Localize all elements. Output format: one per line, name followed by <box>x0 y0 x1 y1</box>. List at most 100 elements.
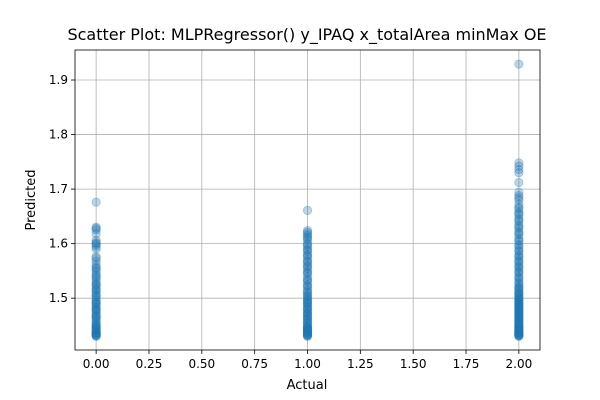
data-points <box>91 59 524 341</box>
scatter-point <box>514 195 524 205</box>
scatter-point <box>91 259 101 269</box>
scatter-point <box>91 253 101 263</box>
scatter-point <box>302 241 313 251</box>
scatter-point <box>302 311 313 321</box>
scatter-point <box>514 210 524 220</box>
scatter-point <box>302 324 313 334</box>
scatter-point <box>514 327 524 338</box>
scatter-point <box>302 292 313 302</box>
scatter-point <box>302 229 313 239</box>
scatter-point <box>514 193 524 203</box>
x-tick-label: 0.25 <box>136 357 163 371</box>
scatter-point <box>302 281 313 291</box>
scatter-point <box>91 288 101 298</box>
scatter-point <box>91 312 101 322</box>
chart-title: Scatter Plot: MLPRegressor() y_IPAQ x_to… <box>67 25 546 45</box>
scatter-point <box>302 260 313 271</box>
scatter-point <box>91 329 101 339</box>
scatter-point <box>302 331 313 341</box>
scatter-point <box>514 233 524 243</box>
scatter-point <box>302 274 313 284</box>
scatter-point <box>514 236 524 247</box>
scatter-point <box>302 304 313 314</box>
scatter-point <box>514 294 524 304</box>
scatter-point <box>302 285 313 295</box>
scatter-point <box>514 320 524 331</box>
scatter-point <box>91 271 101 281</box>
scatter-point <box>514 331 524 341</box>
y-tick-label: 1.9 <box>49 73 68 87</box>
scatter-point <box>302 314 313 324</box>
scatter-point <box>302 269 313 279</box>
scatter-point <box>514 243 524 253</box>
scatter-point <box>91 275 101 285</box>
scatter-point <box>514 266 524 276</box>
scatter-point <box>514 263 524 273</box>
scatter-point <box>514 300 524 310</box>
scatter-point <box>514 249 524 260</box>
scatter-point <box>514 177 524 188</box>
scatter-point <box>91 292 101 302</box>
scatter-point <box>514 213 524 224</box>
scatter-point <box>302 296 313 306</box>
scatter-point <box>514 199 524 209</box>
scatter-point <box>302 257 313 267</box>
scatter-point <box>91 296 101 306</box>
scatter-point <box>91 311 101 321</box>
scatter-point <box>91 321 101 332</box>
scatter-point <box>514 324 524 334</box>
x-axis-ticks: 0.00 0.25 0.50 0.75 1.00 1.25 1.50 1.75 2.00 <box>83 350 532 371</box>
x-axis-label: Actual <box>287 378 328 393</box>
scatter-point <box>514 326 524 337</box>
scatter-point <box>514 282 524 292</box>
scatter-point <box>514 306 524 316</box>
scatter-point <box>514 321 524 332</box>
scatter-point <box>302 323 313 333</box>
scatter-point <box>302 329 313 339</box>
scatter-point <box>514 273 524 283</box>
scatter-point <box>302 303 313 314</box>
scatter-point <box>514 241 524 251</box>
scatter-point <box>514 307 524 317</box>
scatter-point <box>302 320 313 331</box>
scatter-point <box>91 229 101 239</box>
scatter-point <box>91 290 101 300</box>
scatter-point <box>302 232 313 242</box>
scatter-point <box>302 324 313 334</box>
scatter-point <box>302 327 313 337</box>
y-tick-label: 1.7 <box>49 182 68 196</box>
scatter-point <box>302 325 313 335</box>
scatter-point <box>514 235 524 245</box>
scatter-point <box>302 306 313 316</box>
scatter-point <box>91 307 101 317</box>
scatter-point <box>91 283 101 293</box>
scatter-point <box>514 295 524 305</box>
scatter-point <box>514 313 524 323</box>
scatter-point <box>514 209 524 219</box>
scatter-point <box>91 304 101 314</box>
scatter-point <box>514 328 524 338</box>
scatter-point <box>514 314 524 324</box>
scatter-point <box>302 329 313 339</box>
scatter-point <box>514 330 524 340</box>
scatter-point <box>91 331 101 341</box>
scatter-point <box>514 311 524 321</box>
scatter-point <box>514 204 524 214</box>
scatter-point <box>91 320 101 330</box>
scatter-point <box>91 256 101 266</box>
scatter-point <box>302 325 313 335</box>
scatter-point <box>91 297 101 308</box>
scatter-point <box>302 230 313 241</box>
scatter-point <box>514 278 524 289</box>
scatter-point <box>514 329 524 339</box>
scatter-point <box>514 227 524 237</box>
scatter-point <box>514 328 524 338</box>
scatter-point <box>91 272 101 283</box>
scatter-point <box>514 311 524 321</box>
scatter-point <box>302 322 313 332</box>
scatter-point <box>514 287 524 297</box>
scatter-point <box>302 301 313 311</box>
y-tick-label: 1.8 <box>49 128 68 142</box>
scatter-point <box>91 279 101 290</box>
scatter-point <box>91 223 101 233</box>
